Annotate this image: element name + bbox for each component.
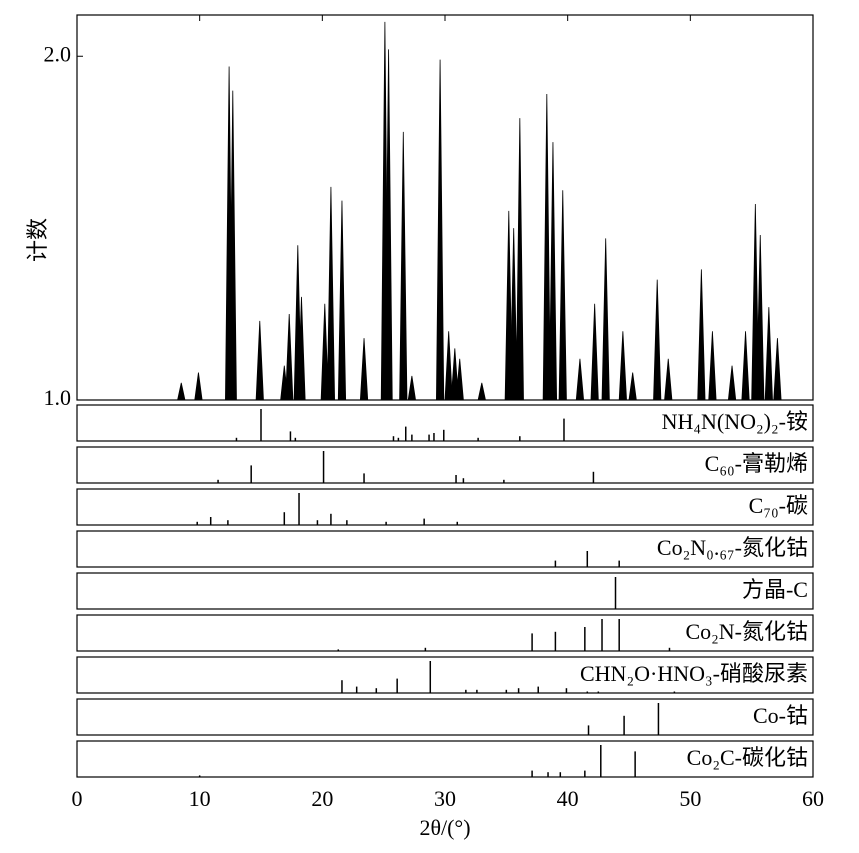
peak [697, 269, 706, 401]
peak [194, 372, 203, 401]
x-tick-label: 0 [72, 786, 83, 811]
y-tick-label: 1.0 [44, 385, 72, 410]
peak [509, 228, 518, 401]
reference-label: Co-钴 [753, 703, 808, 728]
x-tick-label: 10 [189, 786, 211, 811]
peak [359, 338, 369, 401]
peak [326, 186, 336, 401]
reference-panel [76, 572, 814, 610]
peak [548, 142, 558, 401]
reference-label: Co₂N-氮化钴 [685, 619, 808, 644]
label-background [738, 574, 808, 608]
reference-label: C₇₀-碳 [749, 493, 808, 518]
peak [653, 279, 662, 401]
peak [384, 49, 393, 401]
peak [177, 382, 186, 401]
x-tick-label: 60 [802, 786, 824, 811]
x-tick-label: 40 [557, 786, 579, 811]
y-tick-label: 2.0 [44, 41, 72, 66]
reference-label: C₆₀-膏勒烯 [705, 451, 808, 476]
peak [320, 303, 329, 401]
peak [628, 372, 637, 401]
peak [228, 90, 237, 401]
peak [455, 358, 464, 401]
label-background [745, 490, 808, 524]
reference-panel [76, 446, 814, 484]
label-background [682, 616, 808, 650]
peak [764, 307, 773, 401]
reference-label: Co₂N₀.₆₇-氮化钴 [657, 535, 808, 560]
peak [575, 358, 585, 401]
reference-label: 方晶-C [742, 577, 808, 602]
peak [558, 190, 567, 401]
peak [297, 296, 306, 401]
peak [515, 118, 524, 401]
peak [773, 338, 782, 401]
x-tick-label: 50 [679, 786, 701, 811]
peak [407, 375, 417, 401]
peak [255, 320, 264, 401]
label-background [749, 700, 808, 734]
peak [436, 59, 445, 401]
reference-label: CHN₂O·HNO₃-硝酸尿素 [580, 661, 808, 686]
peak [727, 365, 737, 401]
peak [590, 303, 599, 401]
peak [618, 331, 627, 401]
reference-label: NH₄N(NO₂)₂-铵 [662, 409, 808, 434]
peak [751, 204, 760, 401]
peak [708, 331, 717, 401]
x-axis-label: 2θ/(°) [419, 815, 470, 840]
peak [756, 234, 765, 401]
reference-panel [76, 488, 814, 526]
label-background [683, 742, 808, 776]
x-tick-label: 30 [434, 786, 456, 811]
label-background [701, 448, 808, 482]
label-background [577, 658, 808, 692]
peak [477, 382, 486, 401]
peak [542, 94, 551, 401]
peak [337, 200, 347, 401]
peak [285, 314, 294, 401]
y-axis-label: 计数 [25, 218, 50, 262]
reference-label: Co₂C-碳化钴 [687, 745, 808, 770]
label-background [658, 406, 808, 440]
peak [741, 331, 750, 401]
x-tick-label: 20 [311, 786, 333, 811]
reference-panel [76, 698, 814, 736]
peak [450, 348, 459, 401]
peak [399, 131, 408, 401]
peak [601, 238, 610, 401]
peak [664, 358, 673, 401]
label-background [653, 532, 808, 566]
peak [444, 331, 453, 401]
